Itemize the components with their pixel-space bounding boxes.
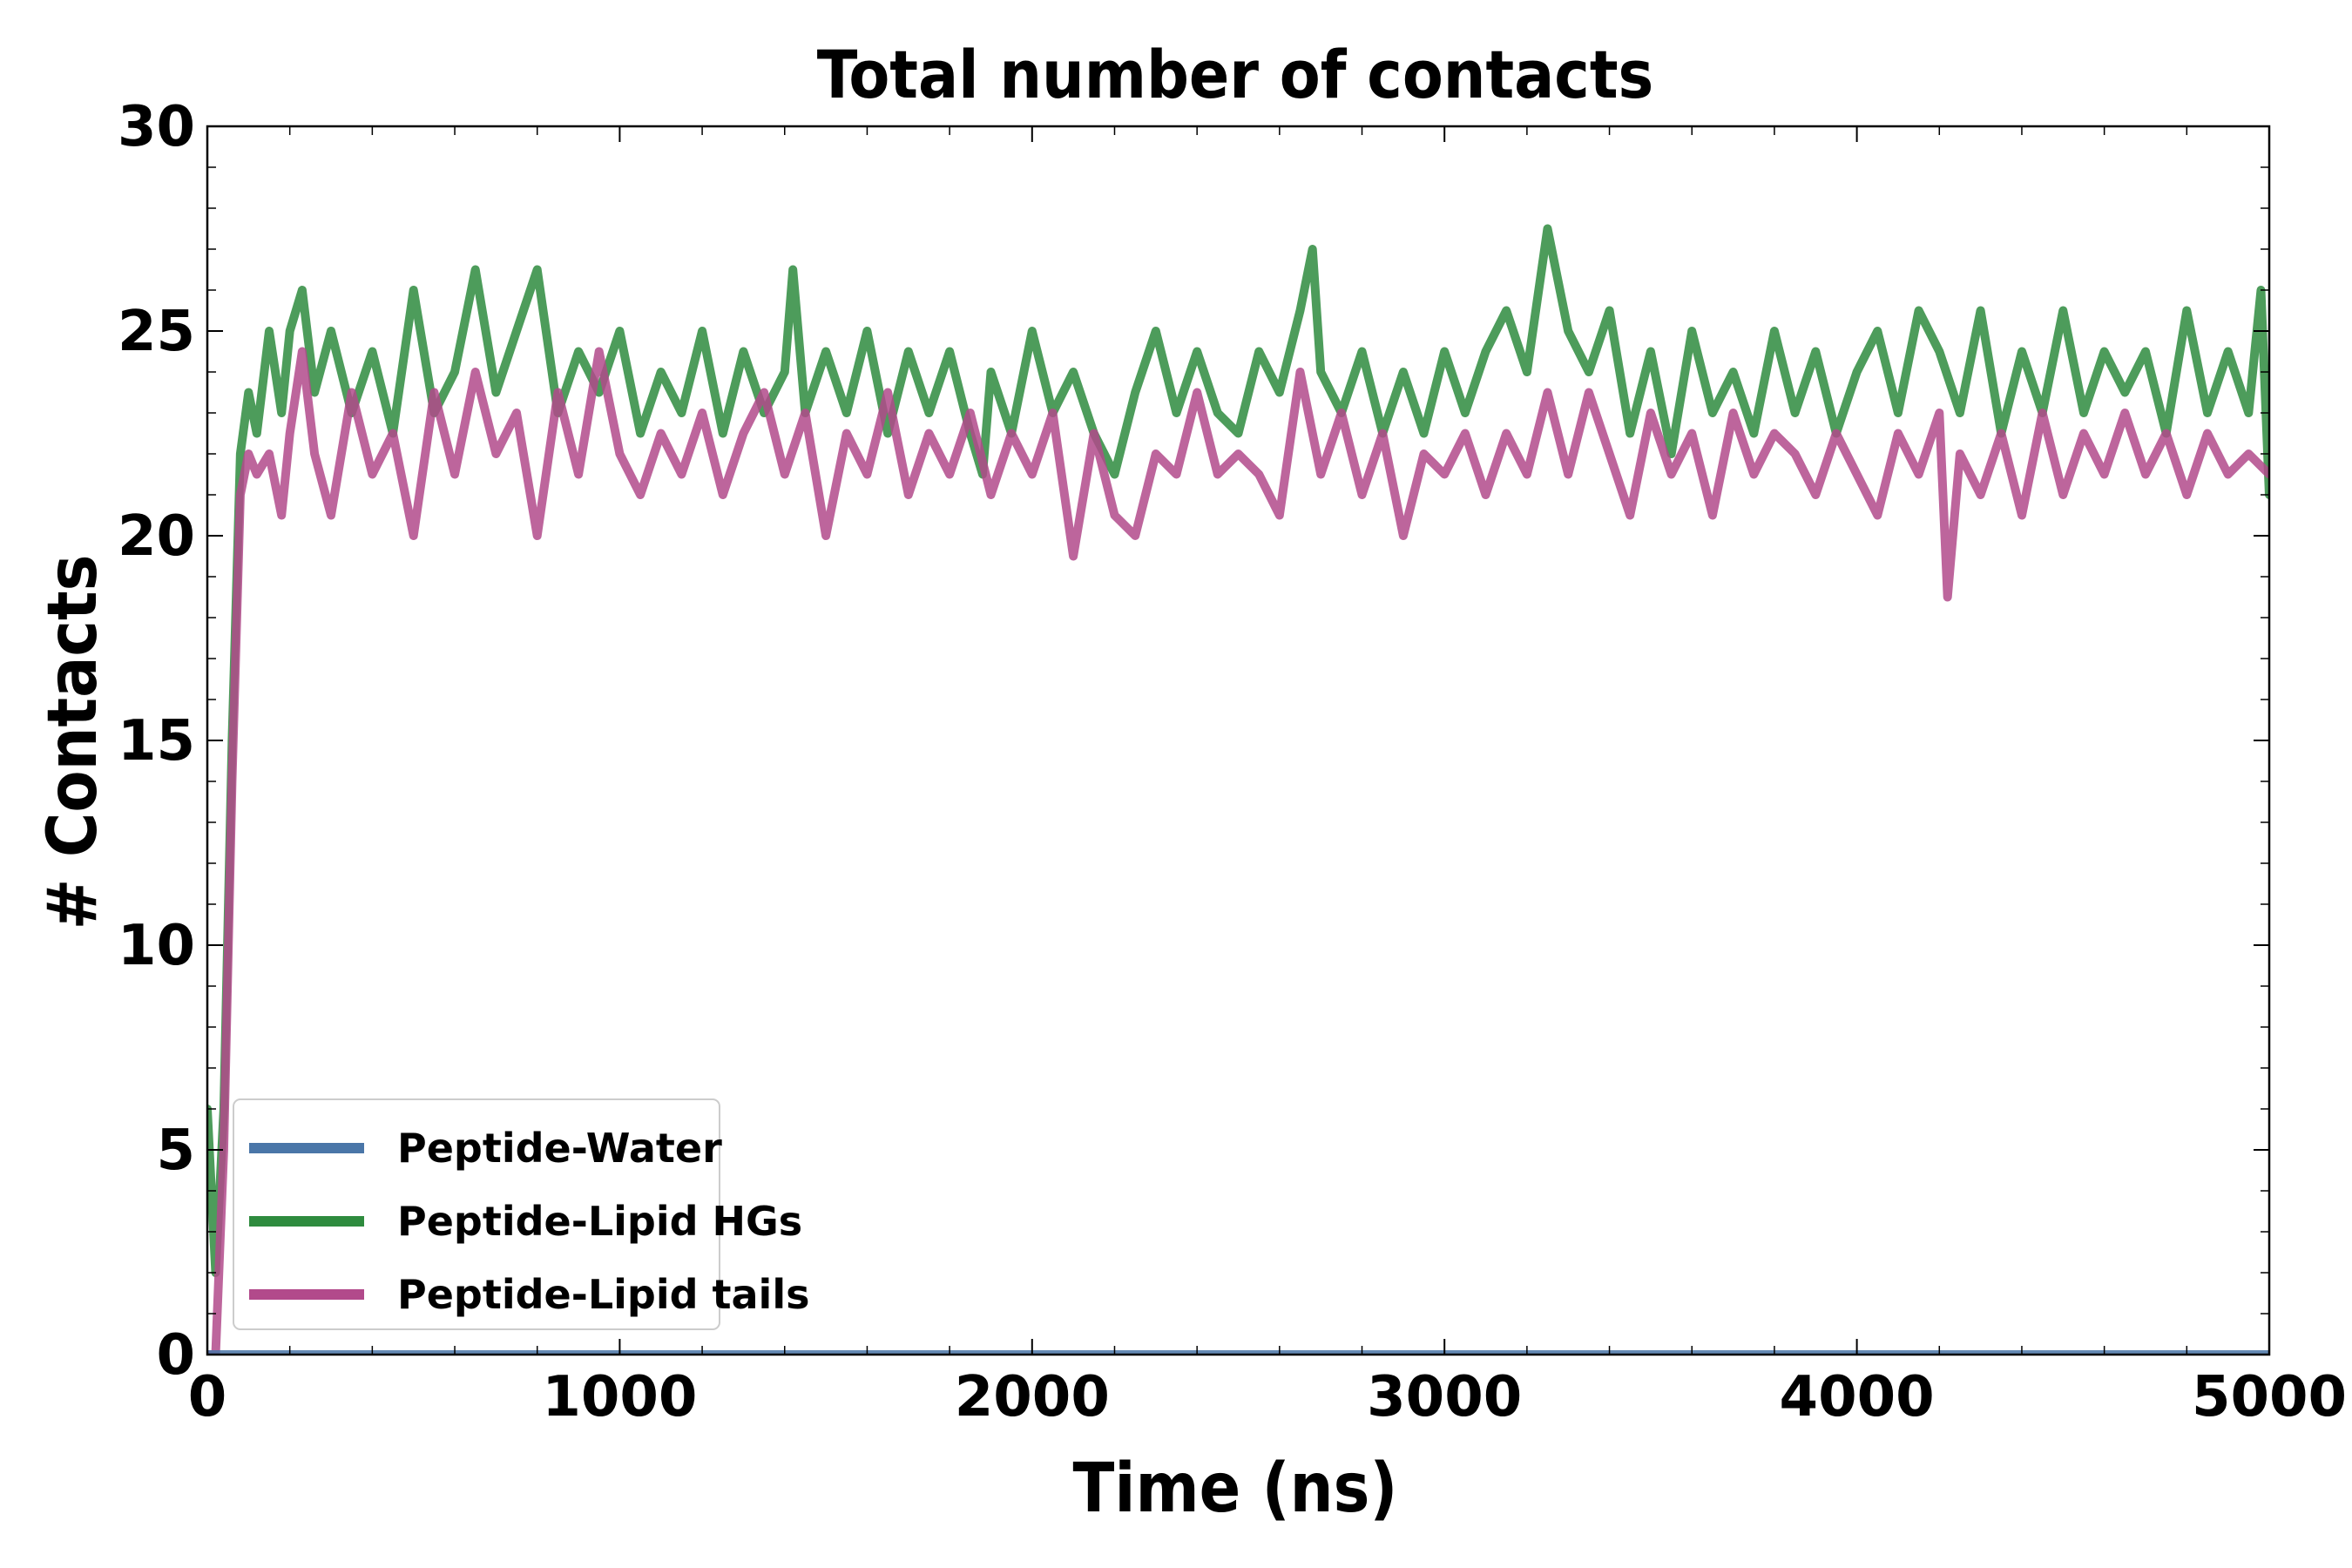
series-line-3 — [207, 347, 2269, 1355]
y-axis-label: # Contacts — [34, 555, 112, 930]
x-tick-label: 0 — [188, 1365, 227, 1429]
chart-title: Total number of contacts — [817, 36, 1653, 113]
x-axis-label: Time (ns) — [1073, 1450, 1398, 1528]
legend-label-1: Peptide-Water — [397, 1125, 722, 1172]
y-tick-label: 15 — [118, 709, 195, 774]
y-tick-label: 30 — [118, 95, 195, 159]
legend-label-3: Peptide-Lipid tails — [397, 1271, 809, 1318]
x-tick-label: 1000 — [542, 1365, 697, 1429]
y-tick-label: 0 — [156, 1323, 195, 1388]
x-tick-label: 4000 — [1780, 1365, 1935, 1429]
legend-box — [233, 1098, 720, 1330]
y-tick-label: 20 — [118, 504, 195, 569]
x-tick-label: 3000 — [1367, 1365, 1522, 1429]
series-line-2 — [207, 224, 2269, 1277]
x-tick-label: 2000 — [955, 1365, 1110, 1429]
legend: Peptide-Water Peptide-Lipid HGs Peptide-Li… — [233, 1098, 809, 1330]
plot-area — [207, 224, 2269, 1355]
x-tick-label: 5000 — [2192, 1365, 2347, 1429]
legend-label-2: Peptide-Lipid HGs — [397, 1198, 802, 1245]
y-tick-label: 25 — [118, 300, 195, 364]
axes: 0 1000 2000 3000 4000 5000 0 5 10 15 20 25 30 — [118, 95, 2347, 1429]
y-tick-label: 10 — [118, 914, 195, 978]
y-tick-label: 5 — [156, 1119, 195, 1183]
